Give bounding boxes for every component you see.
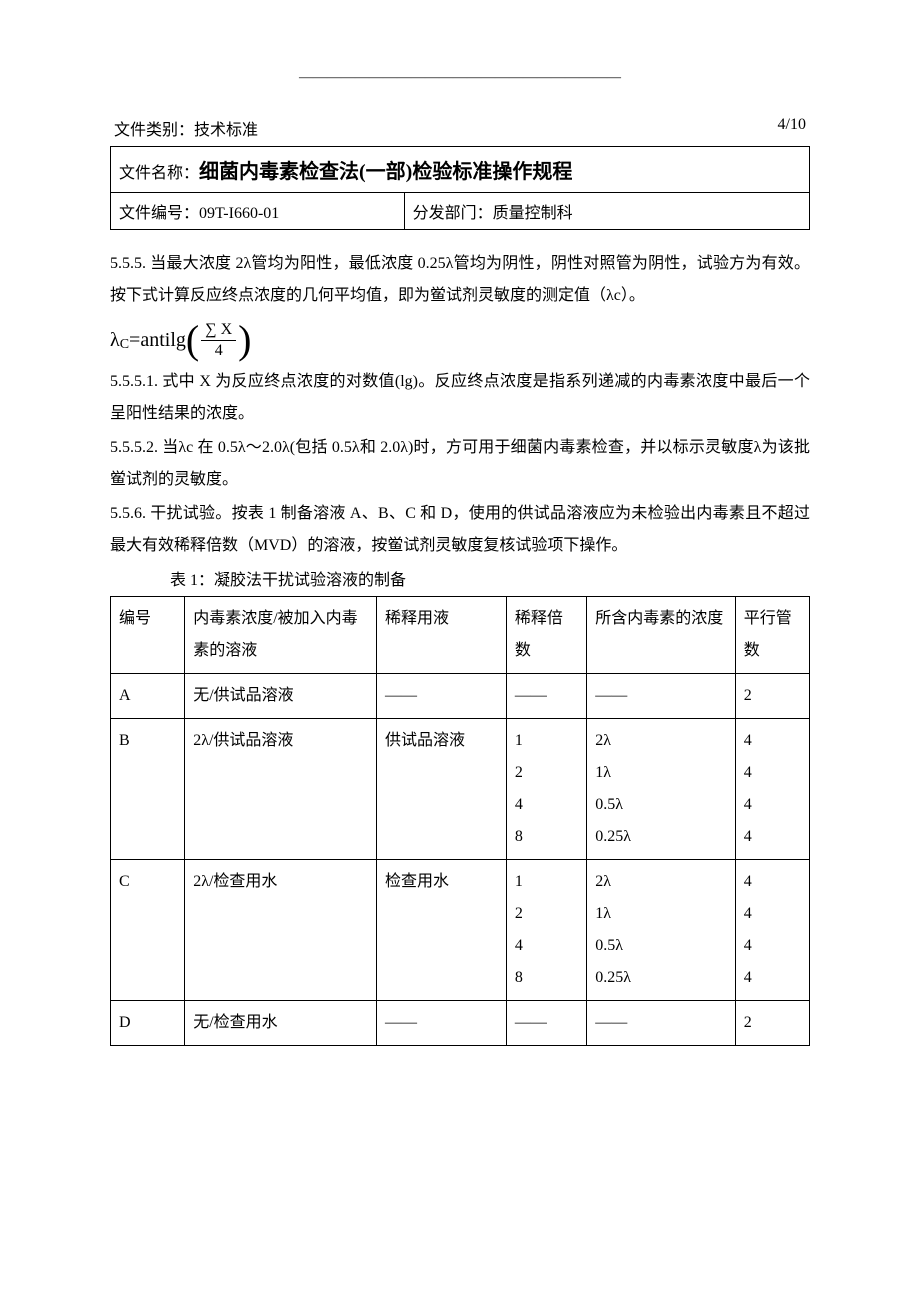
- th-id: 编号: [111, 597, 185, 674]
- th-content: 所含内毒素的浓度: [587, 597, 735, 674]
- doc-name-cell: 文件名称：细菌内毒素检查法(一部)检验标准操作规程: [111, 147, 810, 193]
- paren-left-icon: (: [186, 320, 199, 360]
- tubes-line: 4: [744, 821, 801, 853]
- cell-id: A: [111, 674, 185, 719]
- content-line: 1λ: [595, 898, 726, 930]
- doc-header-table: 文件名称：细菌内毒素检查法(一部)检验标准操作规程 文件编号：09T-I660-…: [110, 146, 810, 230]
- table-row: B 2λ/供试品溶液 供试品溶液 1 2 4 8 2λ 1λ 0.5λ 0.25…: [111, 719, 810, 860]
- formula-lhs-sub: C: [120, 337, 129, 353]
- content-line: 2λ: [595, 866, 726, 898]
- tubes-line: 4: [744, 725, 801, 757]
- mult-line: 4: [515, 930, 578, 962]
- tubes-line: 4: [744, 866, 801, 898]
- doc-name-label: 文件名称：: [119, 165, 199, 182]
- formula-lhs-symbol: λ: [110, 329, 120, 352]
- header-row: 文件类别：技术标准 4/10: [110, 116, 810, 146]
- content-line: 1λ: [595, 757, 726, 789]
- th-conc: 内毒素浓度/被加入内毒素的溶液: [185, 597, 377, 674]
- content-line: 0.5λ: [595, 789, 726, 821]
- cell-id: B: [111, 719, 185, 860]
- table-row: A 无/供试品溶液 —— —— —— 2: [111, 674, 810, 719]
- cell-id: D: [111, 1001, 185, 1046]
- formula-func: antilg: [140, 329, 186, 352]
- table-row: C 2λ/检查用水 检查用水 1 2 4 8 2λ 1λ 0.5λ 0.25λ …: [111, 860, 810, 1001]
- doc-code-cell: 文件编号：09T-I660-01: [111, 193, 405, 230]
- formula-fraction: ∑ X 4: [201, 321, 236, 359]
- mult-line: 1: [515, 866, 578, 898]
- formula-equals: =: [129, 329, 140, 352]
- cell-mult: 1 2 4 8: [506, 719, 586, 860]
- tubes-line: 4: [744, 930, 801, 962]
- doc-name-value: 细菌内毒素检查法(一部)检验标准操作规程: [199, 161, 572, 183]
- cell-mult: 1 2 4 8: [506, 860, 586, 1001]
- cell-tubes: 4 4 4 4: [735, 860, 809, 1001]
- top-divider: ———————————————————————: [110, 70, 810, 86]
- formula-denominator: 4: [211, 341, 227, 360]
- cell-dil: 检查用水: [376, 860, 506, 1001]
- cell-tubes: 2: [735, 674, 809, 719]
- cell-content: ——: [587, 674, 735, 719]
- cell-dil: 供试品溶液: [376, 719, 506, 860]
- mult-line: 2: [515, 757, 578, 789]
- mult-line: 4: [515, 789, 578, 821]
- cell-mult: ——: [506, 674, 586, 719]
- cell-tubes: 2: [735, 1001, 809, 1046]
- cell-dil: ——: [376, 1001, 506, 1046]
- content-line: 0.25λ: [595, 962, 726, 994]
- mult-line: 8: [515, 962, 578, 994]
- paragraph-5-5-5-1: 5.5.5.1. 式中 X 为反应终点浓度的对数值(lg)。反应终点浓度是指系列…: [110, 366, 810, 430]
- formula-numerator: ∑ X: [201, 321, 236, 341]
- tubes-line: 4: [744, 962, 801, 994]
- paragraph-5-5-6: 5.5.6. 干扰试验。按表 1 制备溶液 A、B、C 和 D，使用的供试品溶液…: [110, 498, 810, 562]
- th-tubes: 平行管数: [735, 597, 809, 674]
- doc-dept-cell: 分发部门：质量控制科: [404, 193, 809, 230]
- cell-content: 2λ 1λ 0.5λ 0.25λ: [587, 860, 735, 1001]
- cell-conc: 无/检查用水: [185, 1001, 377, 1046]
- table-row: D 无/检查用水 —— —— —— 2: [111, 1001, 810, 1046]
- mult-line: 1: [515, 725, 578, 757]
- cell-dil: ——: [376, 674, 506, 719]
- th-dil: 稀释用液: [376, 597, 506, 674]
- mult-line: 8: [515, 821, 578, 853]
- cell-tubes: 4 4 4 4: [735, 719, 809, 860]
- doc-category: 文件类别：技术标准: [114, 116, 258, 140]
- cell-conc: 2λ/检查用水: [185, 860, 377, 1001]
- formula-lambda-c: λC = antilg ( ∑ X 4 ): [110, 320, 810, 360]
- cell-content: ——: [587, 1001, 735, 1046]
- content-line: 0.5λ: [595, 930, 726, 962]
- cell-conc: 2λ/供试品溶液: [185, 719, 377, 860]
- table1-caption: 表 1：凝胶法干扰试验溶液的制备: [110, 566, 810, 590]
- tubes-line: 4: [744, 898, 801, 930]
- mult-line: 2: [515, 898, 578, 930]
- paragraph-5-5-5: 5.5.5. 当最大浓度 2λ管均为阳性，最低浓度 0.25λ管均为阴性，阴性对…: [110, 248, 810, 312]
- paren-right-icon: ): [238, 320, 251, 360]
- th-mult: 稀释倍数: [506, 597, 586, 674]
- cell-mult: ——: [506, 1001, 586, 1046]
- content-line: 0.25λ: [595, 821, 726, 853]
- cell-content: 2λ 1λ 0.5λ 0.25λ: [587, 719, 735, 860]
- cell-id: C: [111, 860, 185, 1001]
- page-indicator: 4/10: [778, 116, 806, 140]
- content-line: 2λ: [595, 725, 726, 757]
- paragraph-5-5-5-2: 5.5.5.2. 当λc 在 0.5λ～2.0λ(包括 0.5λ和 2.0λ)时…: [110, 432, 810, 496]
- cell-conc: 无/供试品溶液: [185, 674, 377, 719]
- tubes-line: 4: [744, 757, 801, 789]
- table1: 编号 内毒素浓度/被加入内毒素的溶液 稀释用液 稀释倍数 所含内毒素的浓度 平行…: [110, 596, 810, 1046]
- table-header-row: 编号 内毒素浓度/被加入内毒素的溶液 稀释用液 稀释倍数 所含内毒素的浓度 平行…: [111, 597, 810, 674]
- tubes-line: 4: [744, 789, 801, 821]
